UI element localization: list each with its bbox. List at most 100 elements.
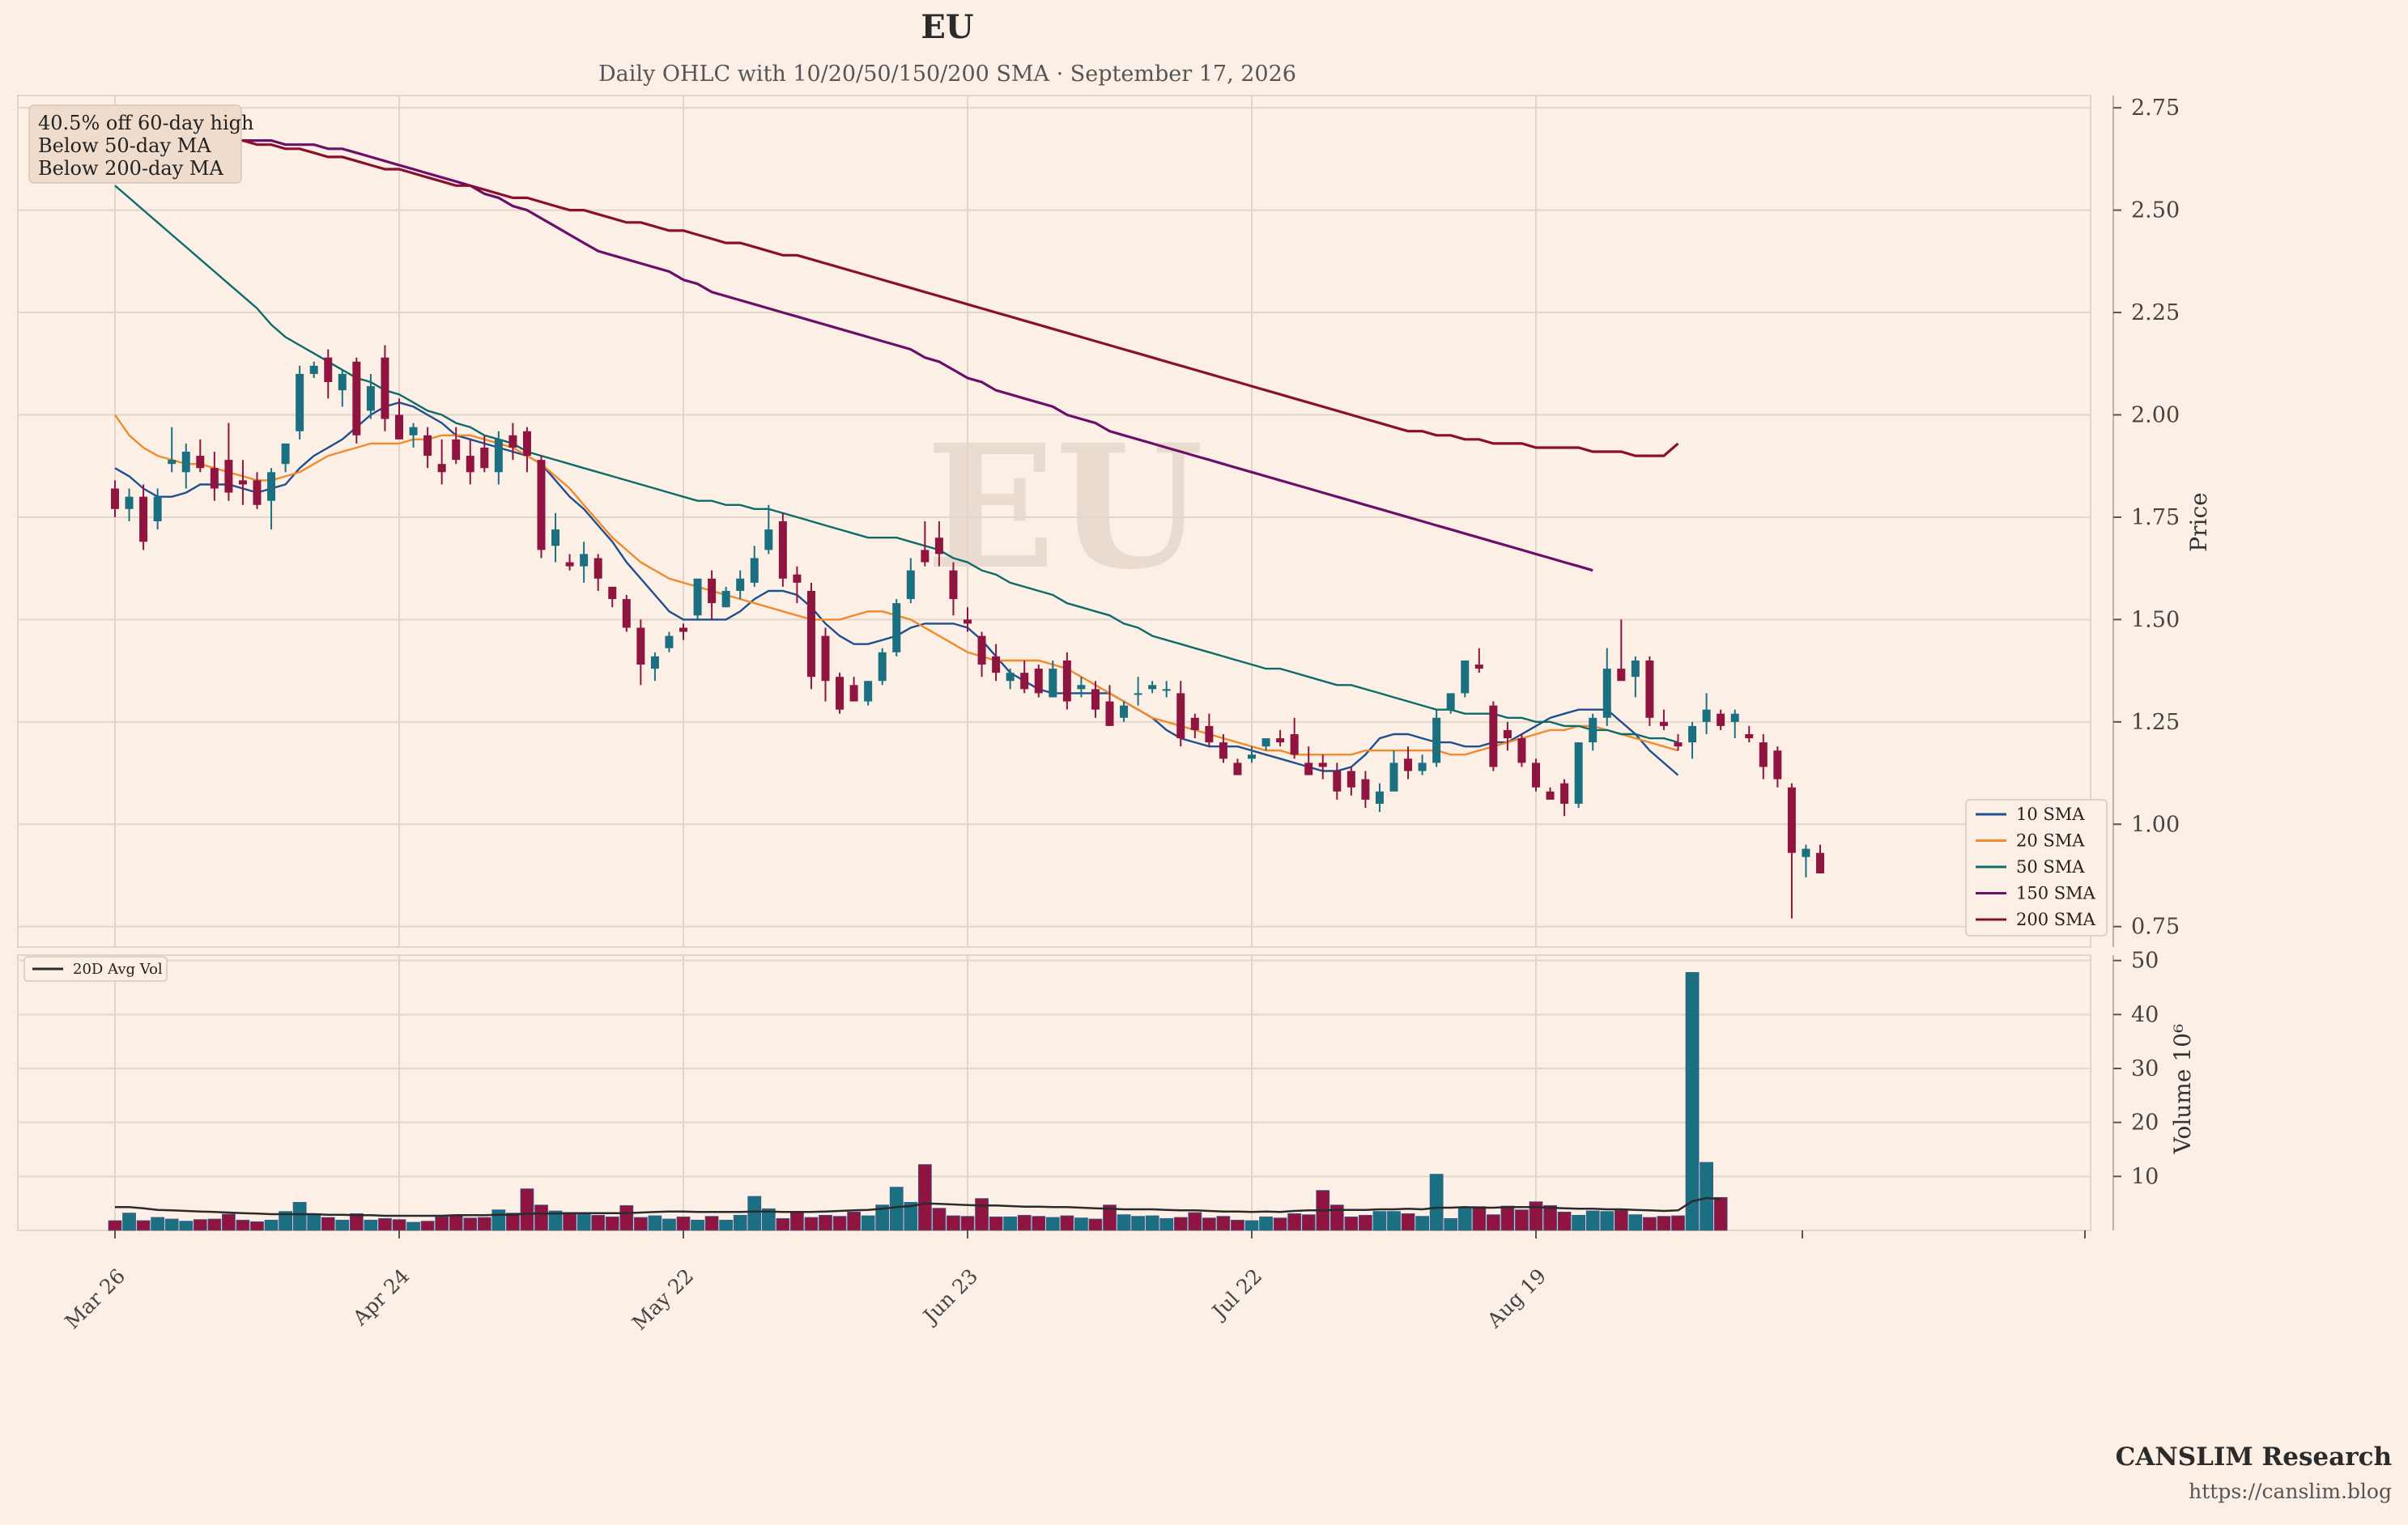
volume-bar [534, 1204, 548, 1231]
candle-body [1276, 738, 1285, 743]
avg-volume-line [115, 1196, 1721, 1217]
candle-body [864, 681, 873, 702]
volume-bar [463, 1217, 478, 1231]
volume-bar [605, 1216, 619, 1231]
volume-bar [1231, 1219, 1244, 1231]
volume-bar [1628, 1214, 1643, 1231]
volume-bar [1117, 1214, 1131, 1231]
volume-bar [1330, 1204, 1344, 1231]
candle-body [1190, 717, 1199, 730]
candle-body [1020, 673, 1029, 690]
volume-bar [321, 1217, 335, 1231]
candle-body [1645, 660, 1654, 718]
volume-bar [847, 1211, 861, 1231]
candle-body [1261, 738, 1270, 747]
volume-bar [719, 1219, 734, 1231]
candle-body [381, 357, 389, 419]
candle-body [1617, 669, 1626, 682]
candle-body [977, 635, 986, 665]
candle-body [1474, 665, 1483, 669]
sma-legend-box [1965, 799, 2108, 937]
volume-bar [1216, 1216, 1231, 1231]
volume-bar [832, 1216, 847, 1231]
volume-bar [917, 1164, 932, 1231]
candle-body [1517, 738, 1526, 763]
candle-body [693, 578, 702, 616]
volume-y-axis-label: Volume 10⁶ [2169, 1024, 2196, 1154]
volume-bar [122, 1213, 136, 1231]
volume-bar [1045, 1217, 1060, 1231]
candle-body [778, 521, 787, 579]
volume-bar [151, 1217, 165, 1231]
volume-bar [1671, 1215, 1685, 1231]
candle-body [196, 456, 205, 469]
candle-body [466, 456, 474, 473]
candle-body [736, 578, 745, 591]
candle-body [352, 361, 361, 435]
watermark: EU [925, 407, 1203, 607]
brand-url[interactable]: https://canslim.blog [2189, 1480, 2392, 1503]
volume-bar [1003, 1216, 1018, 1231]
candle-body [750, 558, 759, 583]
candle-body [1560, 783, 1569, 804]
price-y-tick-label: 2.75 [2131, 96, 2180, 121]
volume-bar [1700, 1162, 1714, 1231]
candle-body [650, 656, 659, 669]
volume-bar [1572, 1214, 1586, 1231]
x-tick-label: Mar 26 [61, 1264, 130, 1334]
volume-bar [179, 1221, 194, 1231]
price-y-tick-label: 2.00 [2131, 403, 2180, 428]
volume-bar [292, 1201, 307, 1231]
candle-body [1077, 685, 1086, 690]
candle-body [1233, 762, 1242, 775]
candle-body [153, 496, 162, 521]
sma-line-150-sma [115, 126, 1593, 572]
volume-bar [1145, 1215, 1159, 1231]
volume-bar [1372, 1211, 1387, 1231]
candle-body [1432, 717, 1441, 763]
x-tick-label: May 22 [628, 1264, 698, 1335]
volume-bar [1401, 1213, 1415, 1231]
volume-bar [164, 1218, 179, 1231]
candle-body [324, 357, 333, 383]
volume-y-tick-label: 20 [2131, 1111, 2159, 1136]
annotation-line: Below 200-day MA [38, 157, 223, 180]
candle-body [1745, 734, 1754, 739]
sma-legend-label: 200 SMA [2016, 910, 2096, 929]
volume-bar [1415, 1216, 1429, 1231]
volume-bar [576, 1213, 591, 1231]
sma-legend-label: 20 SMA [2016, 831, 2085, 851]
candle-body [1347, 771, 1355, 788]
volume-bar [136, 1220, 151, 1231]
candle-body [949, 570, 958, 600]
candle-body [964, 619, 972, 624]
volume-bar [591, 1214, 606, 1231]
candle-body [537, 460, 546, 550]
candle-body [1062, 660, 1071, 702]
volume-bar [108, 1220, 122, 1231]
candle-body [139, 496, 148, 542]
volume-bar [932, 1208, 947, 1231]
candle-body [992, 656, 1001, 673]
volume-bar [1713, 1196, 1728, 1231]
volume-bar [875, 1204, 890, 1231]
candle-body [480, 447, 489, 469]
volume-bar [747, 1196, 762, 1231]
candle-body [934, 537, 943, 554]
volume-bar [989, 1216, 1003, 1231]
volume-bar [1244, 1220, 1259, 1231]
candle-body [1759, 742, 1768, 767]
volume-bar [1457, 1207, 1472, 1231]
candle-body [708, 578, 717, 604]
candle-body [1730, 713, 1739, 722]
volume-bar [1359, 1214, 1372, 1231]
candle-body [1602, 669, 1611, 718]
price-panel-frame [17, 95, 2091, 948]
volume-bar [406, 1221, 420, 1231]
candle-body [181, 452, 190, 473]
volume-bar [1585, 1210, 1600, 1231]
volume-bar [1060, 1215, 1074, 1231]
candle-body [636, 627, 645, 665]
candle-body [281, 443, 290, 465]
candle-body [849, 685, 858, 702]
